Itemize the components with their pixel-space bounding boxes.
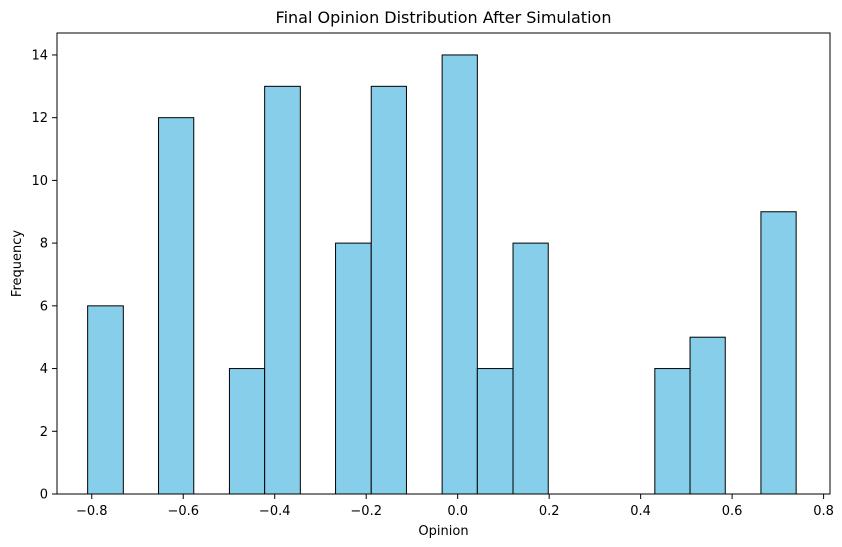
histogram-bar	[335, 242, 372, 495]
x-tick-label: 0.4	[630, 504, 651, 519]
x-tick-label: 0.0	[447, 504, 468, 519]
plot-frame	[56, 32, 831, 495]
histogram-bar	[441, 54, 478, 495]
y-tick-label: 8	[40, 237, 48, 252]
y-tick-label: 14	[31, 48, 48, 63]
histogram-bar	[370, 85, 407, 495]
histogram-bar	[158, 117, 195, 495]
x-tick-label: 0.6	[722, 504, 743, 519]
y-axis-title: Frequency	[10, 230, 25, 297]
x-tick-label: −0.2	[350, 504, 382, 519]
x-tick-label: 0.2	[539, 504, 560, 519]
x-tick-label: 0.8	[813, 504, 834, 519]
histogram-bar	[760, 211, 797, 495]
histogram-bar	[654, 368, 691, 495]
x-axis: −0.8 −0.6 −0.4 −0.2 0.0 0.2 0.4 0.6 0.8	[76, 494, 834, 519]
histogram-bar	[689, 336, 726, 495]
x-tick-label: −0.6	[167, 504, 199, 519]
histogram-bar	[264, 85, 301, 495]
x-axis-title: Opinion	[418, 524, 468, 539]
bars-group	[87, 54, 797, 495]
y-tick-label: 6	[40, 299, 48, 314]
histogram-bar	[512, 242, 549, 495]
x-tick-label: −0.8	[76, 504, 108, 519]
y-tick-label: 2	[40, 425, 48, 440]
y-tick-label: 4	[40, 362, 48, 377]
chart-title: Final Opinion Distribution After Simulat…	[276, 8, 612, 27]
histogram-bar	[228, 368, 266, 495]
y-tick-label: 12	[31, 111, 48, 126]
histogram-bar	[87, 305, 124, 495]
histogram-bar	[476, 368, 514, 495]
y-axis: 0 2 4 6 8 10 12 14	[31, 48, 57, 503]
y-tick-label: 0	[40, 488, 48, 503]
x-tick-label: −0.4	[259, 504, 291, 519]
y-tick-label: 10	[31, 174, 48, 189]
